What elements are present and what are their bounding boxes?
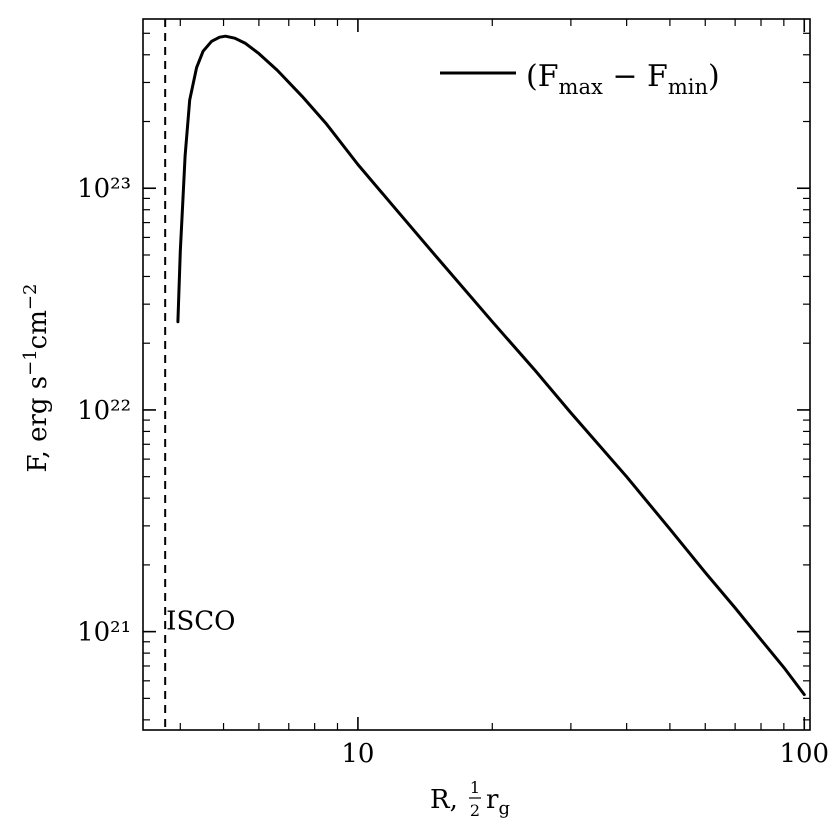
series-line-0 [176,34,806,697]
major-ticks [143,19,810,730]
x-axis-label-frac-num: 1 [470,778,480,797]
x-tick-label: 100 [779,739,829,769]
y-tick-label: 10²² [77,396,131,426]
y-axis-label-text: F, erg s−1cm−2 [20,284,53,473]
x-axis-label-frac-den: 2 [470,801,480,820]
x-axis-label-prefix: R, [430,785,458,815]
y-tick-label: 10²³ [77,174,131,204]
plot-frame [142,18,811,731]
y-tick-label: 10²¹ [77,618,131,648]
reference-labels: ISCO [166,607,235,637]
series-lines [176,34,806,697]
y-axis-label: F, erg s−1cm−2 [20,284,53,473]
x-tick-label: 10 [341,739,374,769]
tick-labels: 10 100 10²¹ 10²² 10²³ [77,174,829,769]
minor-ticks [143,19,810,730]
isco-label: ISCO [166,607,235,637]
